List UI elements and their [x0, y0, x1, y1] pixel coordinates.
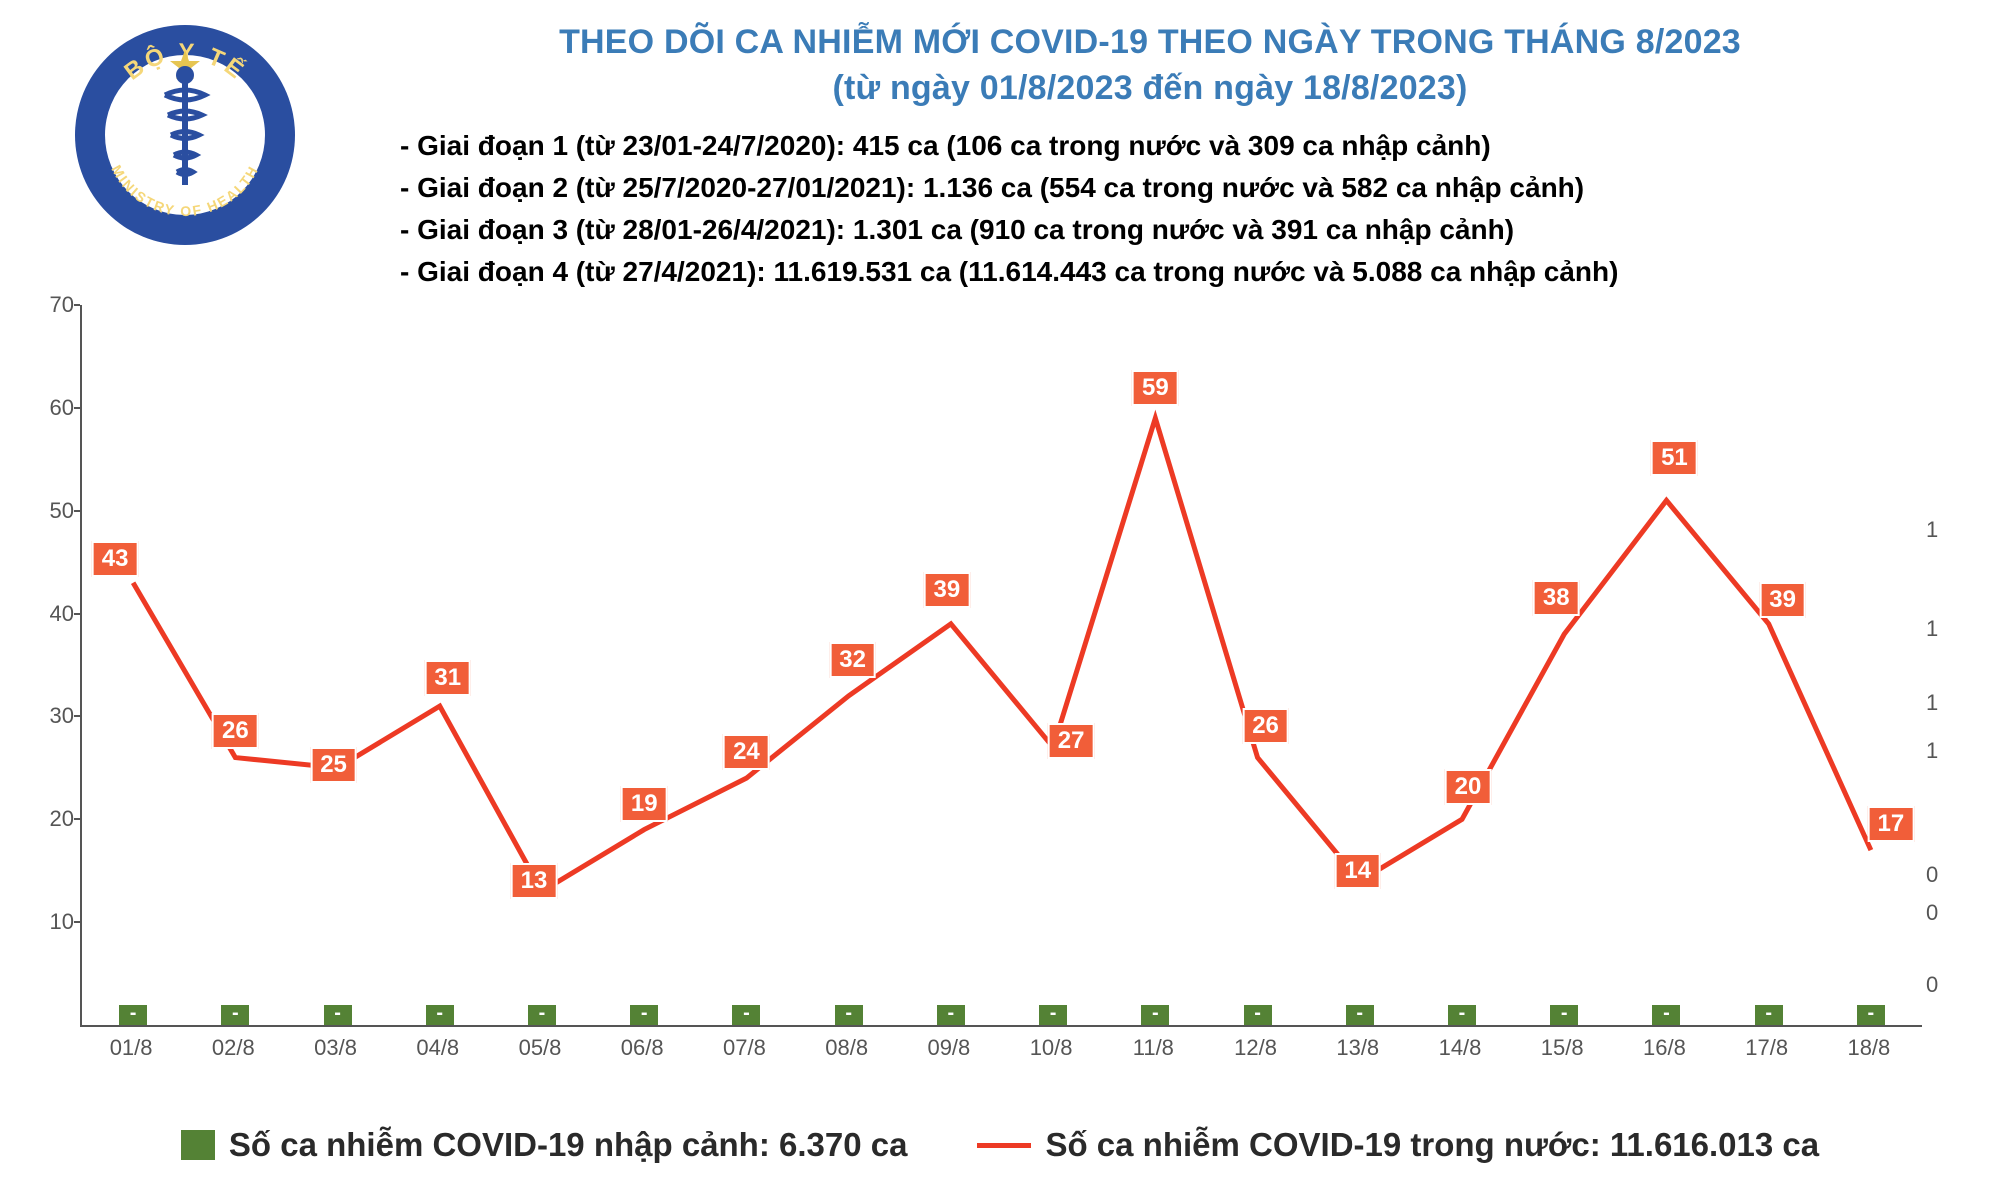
y-tick-left: 50 [30, 498, 74, 524]
bar-label: - [1561, 1002, 1568, 1025]
bar-label: - [436, 1002, 443, 1025]
data-label: 38 [1533, 580, 1580, 616]
bar-label: - [948, 1002, 955, 1025]
x-tick: 14/8 [1439, 1035, 1482, 1061]
title-line-2: (từ ngày 01/8/2023 đến ngày 18/8/2023) [340, 66, 1960, 112]
y-tick-left: 70 [30, 292, 74, 318]
chart-area: 10203040506070 1111000 -----------------… [30, 305, 1970, 1085]
data-label: 14 [1334, 853, 1381, 889]
bar-label: - [334, 1002, 341, 1025]
x-tick: 07/8 [723, 1035, 766, 1061]
data-label: 13 [511, 863, 558, 899]
bar-label: - [1254, 1002, 1261, 1025]
legend-item-bars: Số ca nhiễm COVID-19 nhập cảnh: 6.370 ca [181, 1126, 908, 1164]
data-label: 59 [1132, 370, 1179, 406]
x-axis-labels: 01/8 02/8 03/8 04/8 05/8 06/8 07/8 08/8 09/8 10/8… [80, 1035, 1920, 1075]
x-tick: 15/8 [1541, 1035, 1584, 1061]
data-label: 43 [92, 541, 139, 577]
data-label: 32 [829, 642, 876, 678]
x-tick: 13/8 [1336, 1035, 1379, 1061]
x-tick: 05/8 [519, 1035, 562, 1061]
bar-label: - [1459, 1002, 1466, 1025]
x-tick: 02/8 [212, 1035, 255, 1061]
bullet-4: - Giai đoạn 4 (từ 27/4/2021): 11.619.531… [400, 251, 1920, 293]
data-label: 27 [1048, 723, 1095, 759]
x-tick: 04/8 [416, 1035, 459, 1061]
data-label: 26 [212, 713, 259, 749]
x-tick: 01/8 [110, 1035, 153, 1061]
bar-label: - [1050, 1002, 1057, 1025]
y-tick-right: 1 [1926, 690, 1970, 716]
bar-label: - [1868, 1002, 1875, 1025]
x-tick: 11/8 [1133, 1035, 1174, 1061]
ministry-logo: BỘ Y TẾ MINISTRY OF HEALTH [70, 20, 300, 250]
bar-label: - [1356, 1002, 1363, 1025]
legend-swatch-line [977, 1143, 1031, 1148]
x-tick: 12/8 [1234, 1035, 1277, 1061]
title-block: THEO DÕI CA NHIỄM MỚI COVID-19 THEO NGÀY… [340, 20, 1960, 112]
bar-label: - [130, 1002, 137, 1025]
x-tick: 09/8 [927, 1035, 970, 1061]
line-series [133, 418, 1871, 891]
bar-label: - [1663, 1002, 1670, 1025]
y-tick-left: 10 [30, 909, 74, 935]
y-tick-left: 30 [30, 703, 74, 729]
plot-area: - - - - - - - - - - - - - - - - - - 43 26 25 31 13 19 24 32 39 27 59… [80, 305, 1922, 1027]
data-label: 19 [621, 786, 668, 822]
y-tick-right: 0 [1926, 900, 1970, 926]
bar-label: - [232, 1002, 239, 1025]
data-label: 39 [1759, 582, 1806, 618]
data-label: 20 [1445, 769, 1492, 805]
x-tick: 16/8 [1643, 1035, 1686, 1061]
x-tick: 06/8 [621, 1035, 664, 1061]
bar-label: - [539, 1002, 546, 1025]
subtitle-bullets: - Giai đoạn 1 (từ 23/01-24/7/2020): 415 … [400, 125, 1920, 293]
y-tick-left: 40 [30, 601, 74, 627]
line-svg [82, 305, 1922, 1025]
bar-label: - [743, 1002, 750, 1025]
y-axis-left-ticks: 10203040506070 [30, 305, 80, 1025]
y-tick-right: 1 [1926, 738, 1970, 764]
legend-text-line: Số ca nhiễm COVID-19 trong nước: 11.616.… [1045, 1126, 1819, 1164]
bullet-2: - Giai đoạn 2 (từ 25/7/2020-27/01/2021):… [400, 167, 1920, 209]
data-label: 31 [424, 660, 471, 696]
data-label: 51 [1651, 440, 1698, 476]
x-tick: 10/8 [1030, 1035, 1073, 1061]
bar-label: - [1765, 1002, 1772, 1025]
legend: Số ca nhiễm COVID-19 nhập cảnh: 6.370 ca… [0, 1110, 2000, 1180]
data-label: 25 [310, 747, 357, 783]
figure-root: BỘ Y TẾ MINISTRY OF HEALTH THEO DÕI CA N… [0, 0, 2000, 1190]
header: BỘ Y TẾ MINISTRY OF HEALTH THEO DÕI CA N… [40, 20, 1960, 300]
x-tick: 08/8 [825, 1035, 868, 1061]
y-tick-right: 0 [1926, 862, 1970, 888]
legend-item-line: Số ca nhiễm COVID-19 trong nước: 11.616.… [977, 1126, 1819, 1164]
bullet-3: - Giai đoạn 3 (từ 28/01-26/4/2021): 1.30… [400, 209, 1920, 251]
x-tick: 17/8 [1745, 1035, 1788, 1061]
y-tick-right: 1 [1926, 616, 1970, 642]
bar-label: - [1152, 1002, 1159, 1025]
legend-swatch-bar [181, 1130, 215, 1160]
y-tick-left: 60 [30, 395, 74, 421]
y-tick-left: 20 [30, 806, 74, 832]
bar-label: - [641, 1002, 648, 1025]
y-tick-right: 1 [1926, 517, 1970, 543]
bullet-1: - Giai đoạn 1 (từ 23/01-24/7/2020): 415 … [400, 125, 1920, 167]
y-axis-right-ticks: 1 1 1 1 0 0 0 [1926, 305, 1970, 1025]
data-label: 39 [924, 572, 971, 608]
bar-label: - [845, 1002, 852, 1025]
data-label: 26 [1242, 708, 1289, 744]
data-label: 24 [723, 734, 770, 770]
data-label: 17 [1868, 806, 1915, 842]
x-tick: 03/8 [314, 1035, 357, 1061]
x-tick: 18/8 [1847, 1035, 1890, 1061]
title-line-1: THEO DÕI CA NHIỄM MỚI COVID-19 THEO NGÀY… [340, 20, 1960, 66]
y-tick-right: 0 [1926, 972, 1970, 998]
legend-text-bars: Số ca nhiễm COVID-19 nhập cảnh: 6.370 ca [229, 1126, 908, 1164]
